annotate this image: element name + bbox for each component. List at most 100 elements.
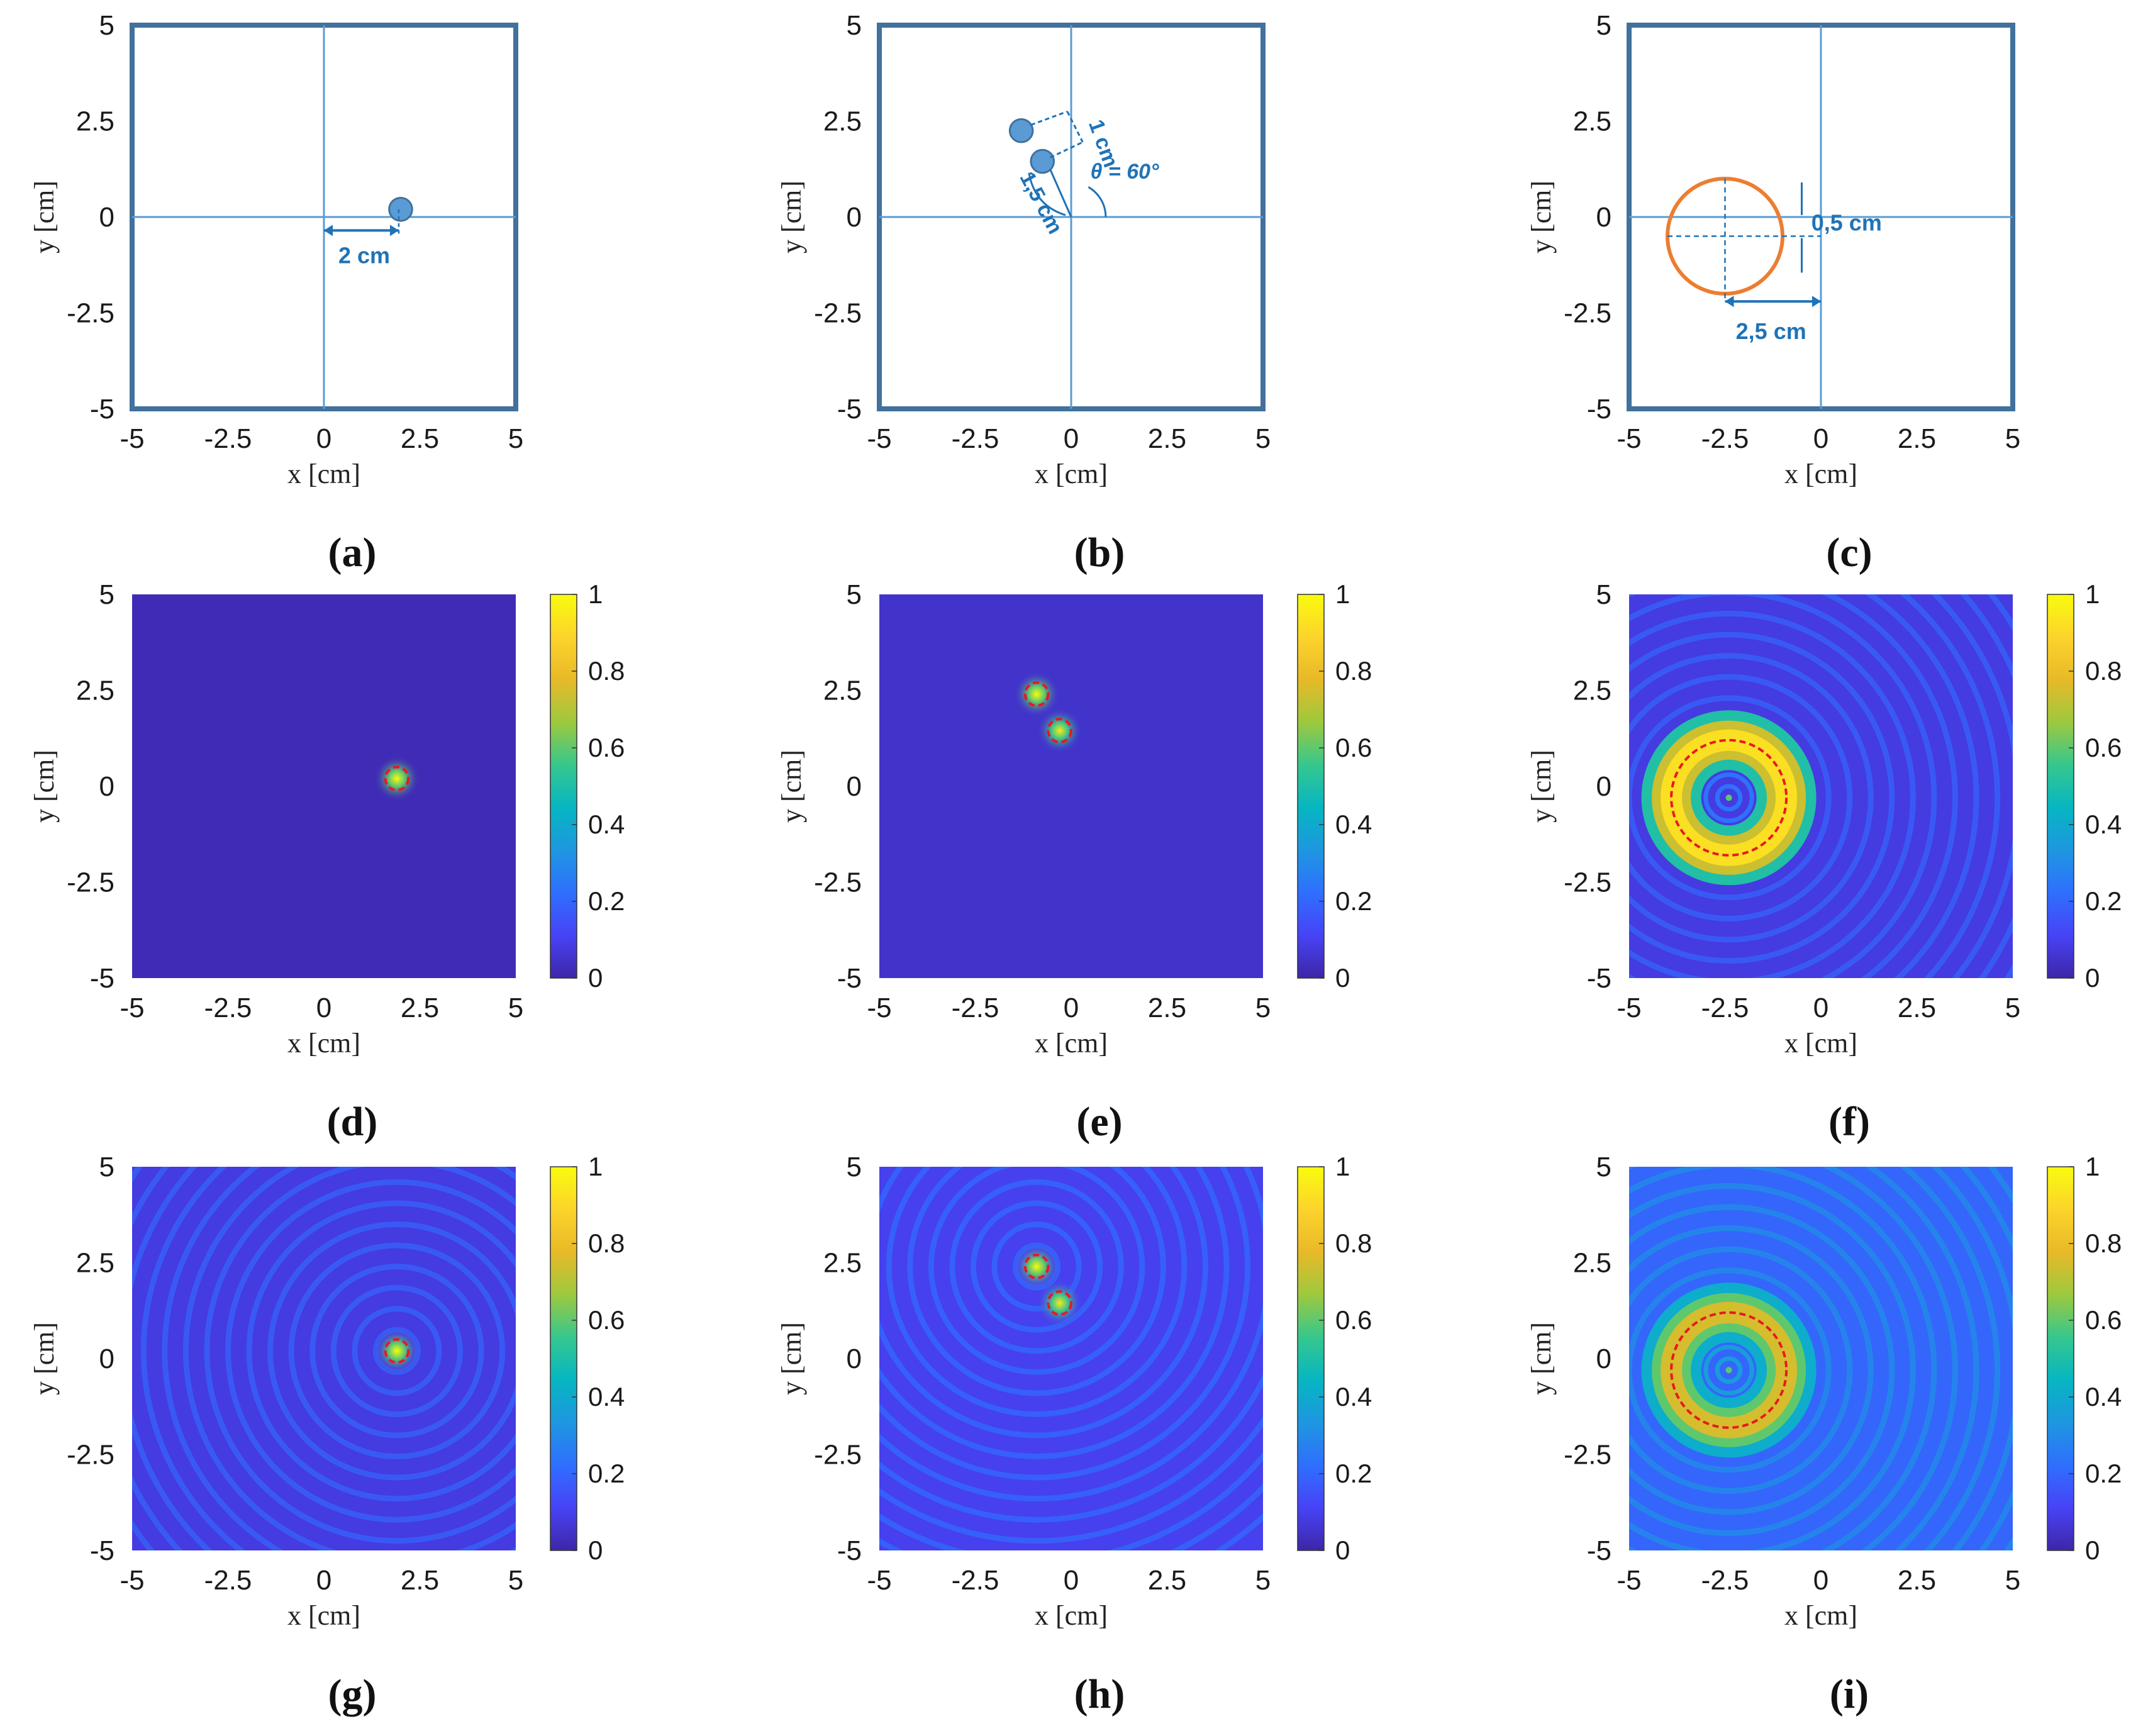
ripple-ring [1629, 1225, 1874, 1515]
y-tick-label: -2.5 [67, 298, 114, 329]
x-axis-label: x [cm] [1784, 1600, 1857, 1631]
arrow-heads [324, 225, 399, 236]
peak-1 [1037, 707, 1083, 754]
true-outline-0 [1670, 1311, 1788, 1429]
x-tick-label: 2.5 [401, 423, 439, 454]
y-axis-label: y [cm] [1526, 1322, 1557, 1395]
inner-ripple [1703, 772, 1754, 823]
y-tick-label: -5 [837, 394, 862, 425]
colorbar [2047, 594, 2074, 979]
y-axis-label: y [cm] [776, 181, 807, 253]
y-tick-label: 5 [1596, 1152, 1611, 1182]
ripple-ring [140, 1167, 246, 1550]
colorbar-tick-label: 0 [1335, 963, 1350, 993]
x-tick-label: -5 [1617, 423, 1641, 454]
true-outline-0 [384, 1338, 410, 1364]
colorbar-tick-label: 0.2 [588, 1459, 625, 1488]
y-tick-label: 2.5 [76, 676, 114, 706]
x-tick-label: 5 [508, 1565, 523, 1596]
colorbar-tick-label: 0.4 [2085, 810, 2122, 839]
ripple-ring [1629, 695, 1832, 901]
ripple-ring [1629, 632, 1895, 964]
ripple-ring [1900, 1167, 2000, 1550]
x-axis-label: x [cm] [1035, 1600, 1108, 1631]
x-tick-label: -5 [120, 423, 144, 454]
annotation-distance: 2 cm [338, 242, 390, 268]
panel-f: 0 0.2 0.4 0.6 0.8 1 -5 -2.5 0 2.5 5 -5 -2.5 0 2.5 5 x [c… [1526, 579, 2122, 1145]
x-tick-label: 5 [2005, 1565, 2020, 1596]
panel-d: 0 0.2 0.4 0.6 0.8 1 -5 -2.5 0 2.5 5 -5 -2.5 0 2.5 5 x [c… [29, 579, 625, 1145]
x-axis-label: x [cm] [1035, 1028, 1108, 1059]
ripple-ring [879, 1167, 1208, 1438]
panel-a: 2 cm -5 -2.5 0 2.5 5 -5 -2.5 0 2.5 5 x [cm] y [cm] (a… [29, 10, 523, 576]
x-tick-label: 0 [1064, 423, 1079, 454]
ripple-ring [1629, 1204, 1895, 1536]
y-tick-label: 2.5 [1573, 1248, 1611, 1279]
heatmap-field [879, 1167, 1263, 1550]
x-axis-label: x [cm] [287, 1600, 360, 1631]
colorbar-tick-label: 0.6 [588, 733, 625, 762]
ripple-ring [1864, 1167, 1979, 1550]
y-axis-label: y [cm] [29, 181, 60, 253]
x-tick-label: -2.5 [204, 1565, 252, 1596]
ripple-ring [225, 1179, 516, 1523]
x-tick-label: 0 [1813, 993, 1828, 1023]
colorbar-tick-label: 1 [1335, 1152, 1350, 1181]
panel-caption: (a) [328, 530, 377, 576]
target-0 [388, 197, 413, 222]
ripple-ring [970, 1200, 1103, 1333]
panel-caption: (g) [328, 1671, 377, 1717]
y-tick-label: 0 [847, 771, 862, 802]
colorbar-tick-label: 0.2 [1335, 886, 1372, 916]
y-tick-label: 2.5 [823, 676, 862, 706]
y-axis-label: y [cm] [29, 750, 60, 823]
ripple-ring [288, 1242, 506, 1460]
y-axis-label: y [cm] [776, 750, 807, 823]
y-tick-label: 2.5 [1573, 106, 1611, 137]
true-outline-1 [1047, 718, 1072, 743]
x-tick-label: -5 [120, 993, 144, 1023]
y-tick-label: 0 [99, 1344, 114, 1374]
x-tick-label: -5 [1617, 993, 1641, 1023]
y-tick-label: 2.5 [1573, 676, 1611, 706]
inner-ripple [1703, 1345, 1754, 1396]
colorbar-tick-label: 0.2 [1335, 1459, 1372, 1488]
y-tick-label: -2.5 [67, 1440, 114, 1471]
x-tick-label: 2.5 [1898, 993, 1936, 1023]
x-tick-label: 5 [1255, 1565, 1271, 1596]
x-tick-label: 2.5 [401, 1565, 439, 1596]
x-tick-label: -5 [120, 1565, 144, 1596]
x-tick-label: -5 [867, 1565, 891, 1596]
ripple-ring [1629, 1167, 1958, 1550]
true-outline-0 [1670, 738, 1788, 857]
ripple-ring [183, 1167, 516, 1550]
peak-1 [1037, 1279, 1083, 1327]
x-tick-label: 2.5 [1148, 423, 1186, 454]
colorbar-tick-label: 0.4 [1335, 1382, 1372, 1411]
y-tick-label: -5 [1587, 963, 1611, 994]
colorbar [550, 594, 577, 979]
x-tick-label: 5 [508, 423, 523, 454]
colorbar-tick-label: 0 [2085, 1535, 2100, 1565]
y-tick-label: 0 [99, 771, 114, 802]
peak-0 [1013, 1244, 1060, 1290]
y-tick-label: 0 [1596, 202, 1611, 233]
x-tick-label: -5 [1617, 1565, 1641, 1596]
ripple-ring [949, 1179, 1124, 1354]
y-tick-label: -5 [1587, 1535, 1611, 1566]
colorbar-tick-label: 0.8 [2085, 1228, 2122, 1258]
x-tick-label: 5 [1255, 423, 1271, 454]
annotation-offset: 0,5 cm [1811, 209, 1882, 235]
y-tick-label: 5 [99, 1152, 114, 1182]
y-tick-label: -2.5 [814, 1440, 862, 1471]
colorbar-tick-label: 1 [1335, 579, 1350, 609]
y-tick-label: -2.5 [1564, 867, 1611, 898]
colorbar-tick-label: 0 [2085, 963, 2100, 993]
colorbar-tick-label: 0.4 [588, 1382, 625, 1411]
x-axis-label: x [cm] [287, 1028, 360, 1059]
y-tick-label: 2.5 [76, 1248, 114, 1279]
colorbar-tick-label: 0.8 [1335, 656, 1372, 686]
x-tick-label: 0 [1813, 1565, 1828, 1596]
y-axis-label: y [cm] [1526, 750, 1557, 823]
heatmap-field [1013, 671, 1083, 754]
